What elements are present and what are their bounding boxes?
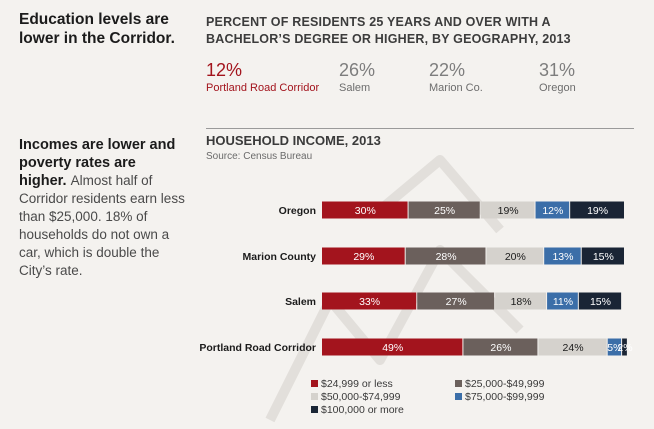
bar-label-salem-0: 33% <box>359 296 380 308</box>
income-chart-source: Source: Census Bureau <box>206 151 313 162</box>
legend-item-3: $75,000-$99,999 <box>455 391 544 403</box>
legend-label: $100,000 or more <box>321 404 404 416</box>
category-label-salem: Salem <box>285 296 316 308</box>
legend-label: $75,000-$99,999 <box>465 391 545 403</box>
bar-segment-portland-road-corridor-2 <box>538 338 607 356</box>
stat-label: Oregon <box>539 82 576 94</box>
legend-item-1: $25,000-$49,999 <box>455 378 544 390</box>
stat-marion-co: 22% Marion Co. <box>429 60 483 94</box>
bar-segment-portland-road-corridor-1 <box>463 338 538 356</box>
category-label-oregon: Oregon <box>279 205 316 217</box>
bar-segment-salem-0 <box>322 292 417 310</box>
bar-label-portland-road-corridor-4: 2% <box>617 342 632 354</box>
bar-segment-portland-road-corridor-4 <box>622 338 627 356</box>
stat-label: Salem <box>339 82 371 94</box>
bar-segment-oregon-1 <box>408 201 480 219</box>
bar-label-salem-3: 11% <box>553 296 573 308</box>
bar-label-portland-road-corridor-1: 26% <box>490 342 511 354</box>
income-body: Almost half of Corridor residents earn l… <box>19 173 185 278</box>
bar-segment-portland-road-corridor-0 <box>322 338 463 356</box>
legend-swatch <box>311 406 318 413</box>
stat-value: 22% <box>429 60 466 80</box>
bar-segment-oregon-0 <box>322 201 408 219</box>
legend-item-2: $50,000-$74,999 <box>311 391 400 403</box>
bar-label-oregon-2: 19% <box>498 205 519 217</box>
legend-item-4: $100,000 or more <box>311 404 404 416</box>
bar-segment-salem-3 <box>547 292 578 310</box>
legend-swatch <box>311 380 318 387</box>
bar-segment-marion-county-4 <box>581 247 624 265</box>
bar-segment-marion-county-3 <box>544 247 581 265</box>
bar-label-salem-4: 15% <box>590 296 611 308</box>
bar-label-marion-county-3: 13% <box>552 251 573 263</box>
bar-label-portland-road-corridor-3: 5% <box>607 342 622 354</box>
legend-item-0: $24,999 or less <box>311 378 393 390</box>
bar-label-oregon-4: 19% <box>587 205 608 217</box>
education-title: PERCENT OF RESIDENTS 25 YEARS AND OVER W… <box>206 15 571 46</box>
bar-segment-salem-4 <box>578 292 622 310</box>
income-summary: Incomes are lower and poverty rates are … <box>19 136 187 280</box>
legend-label: $25,000-$49,999 <box>465 378 545 390</box>
legend-label: $50,000-$74,999 <box>321 391 401 403</box>
bar-segment-portland-road-corridor-3 <box>607 338 622 356</box>
bar-label-marion-county-0: 29% <box>353 251 374 263</box>
legend-label: $24,999 or less <box>321 378 393 390</box>
bar-label-salem-1: 27% <box>446 296 467 308</box>
bar-segment-marion-county-2 <box>486 247 544 265</box>
section-divider <box>206 128 634 129</box>
bar-label-marion-county-4: 15% <box>593 251 614 263</box>
category-label-portland-road-corridor: Portland Road Corridor <box>199 342 316 354</box>
stat-portland-road-corridor: 12% Portland Road Corridor <box>206 60 319 94</box>
income-chart-title: HOUSEHOLD INCOME, 2013 <box>206 133 381 148</box>
education-heading: Education levels are lower in the Corrid… <box>19 11 175 47</box>
bar-label-oregon-3: 12% <box>542 205 563 217</box>
bar-label-marion-county-1: 28% <box>436 251 457 263</box>
income-heading: Incomes are lower and poverty rates are … <box>19 137 176 189</box>
bar-label-oregon-1: 25% <box>434 205 455 217</box>
bar-segment-marion-county-1 <box>405 247 486 265</box>
bar-label-portland-road-corridor-2: 24% <box>563 342 584 354</box>
legend-swatch <box>455 393 462 400</box>
stat-value: 26% <box>339 60 376 80</box>
bar-label-marion-county-2: 20% <box>505 251 526 263</box>
category-label-marion-county: Marion County <box>243 251 317 263</box>
stat-value: 12% <box>206 60 243 80</box>
legend-swatch <box>311 393 318 400</box>
bar-segment-marion-county-0 <box>322 247 405 265</box>
stat-label: Marion Co. <box>429 82 483 94</box>
bar-segment-oregon-2 <box>480 201 535 219</box>
bar-segment-salem-1 <box>417 292 495 310</box>
bar-segment-oregon-3 <box>535 201 570 219</box>
bar-label-portland-road-corridor-0: 49% <box>382 342 403 354</box>
stat-label: Portland Road Corridor <box>206 82 320 94</box>
bar-label-oregon-0: 30% <box>355 205 376 217</box>
stat-oregon: 31% Oregon <box>539 60 576 94</box>
bar-segment-salem-2 <box>495 292 547 310</box>
bar-segment-oregon-4 <box>570 201 624 219</box>
bar-label-salem-2: 18% <box>511 296 532 308</box>
stat-salem: 26% Salem <box>339 60 375 94</box>
legend-swatch <box>455 380 462 387</box>
stat-value: 31% <box>539 60 576 80</box>
